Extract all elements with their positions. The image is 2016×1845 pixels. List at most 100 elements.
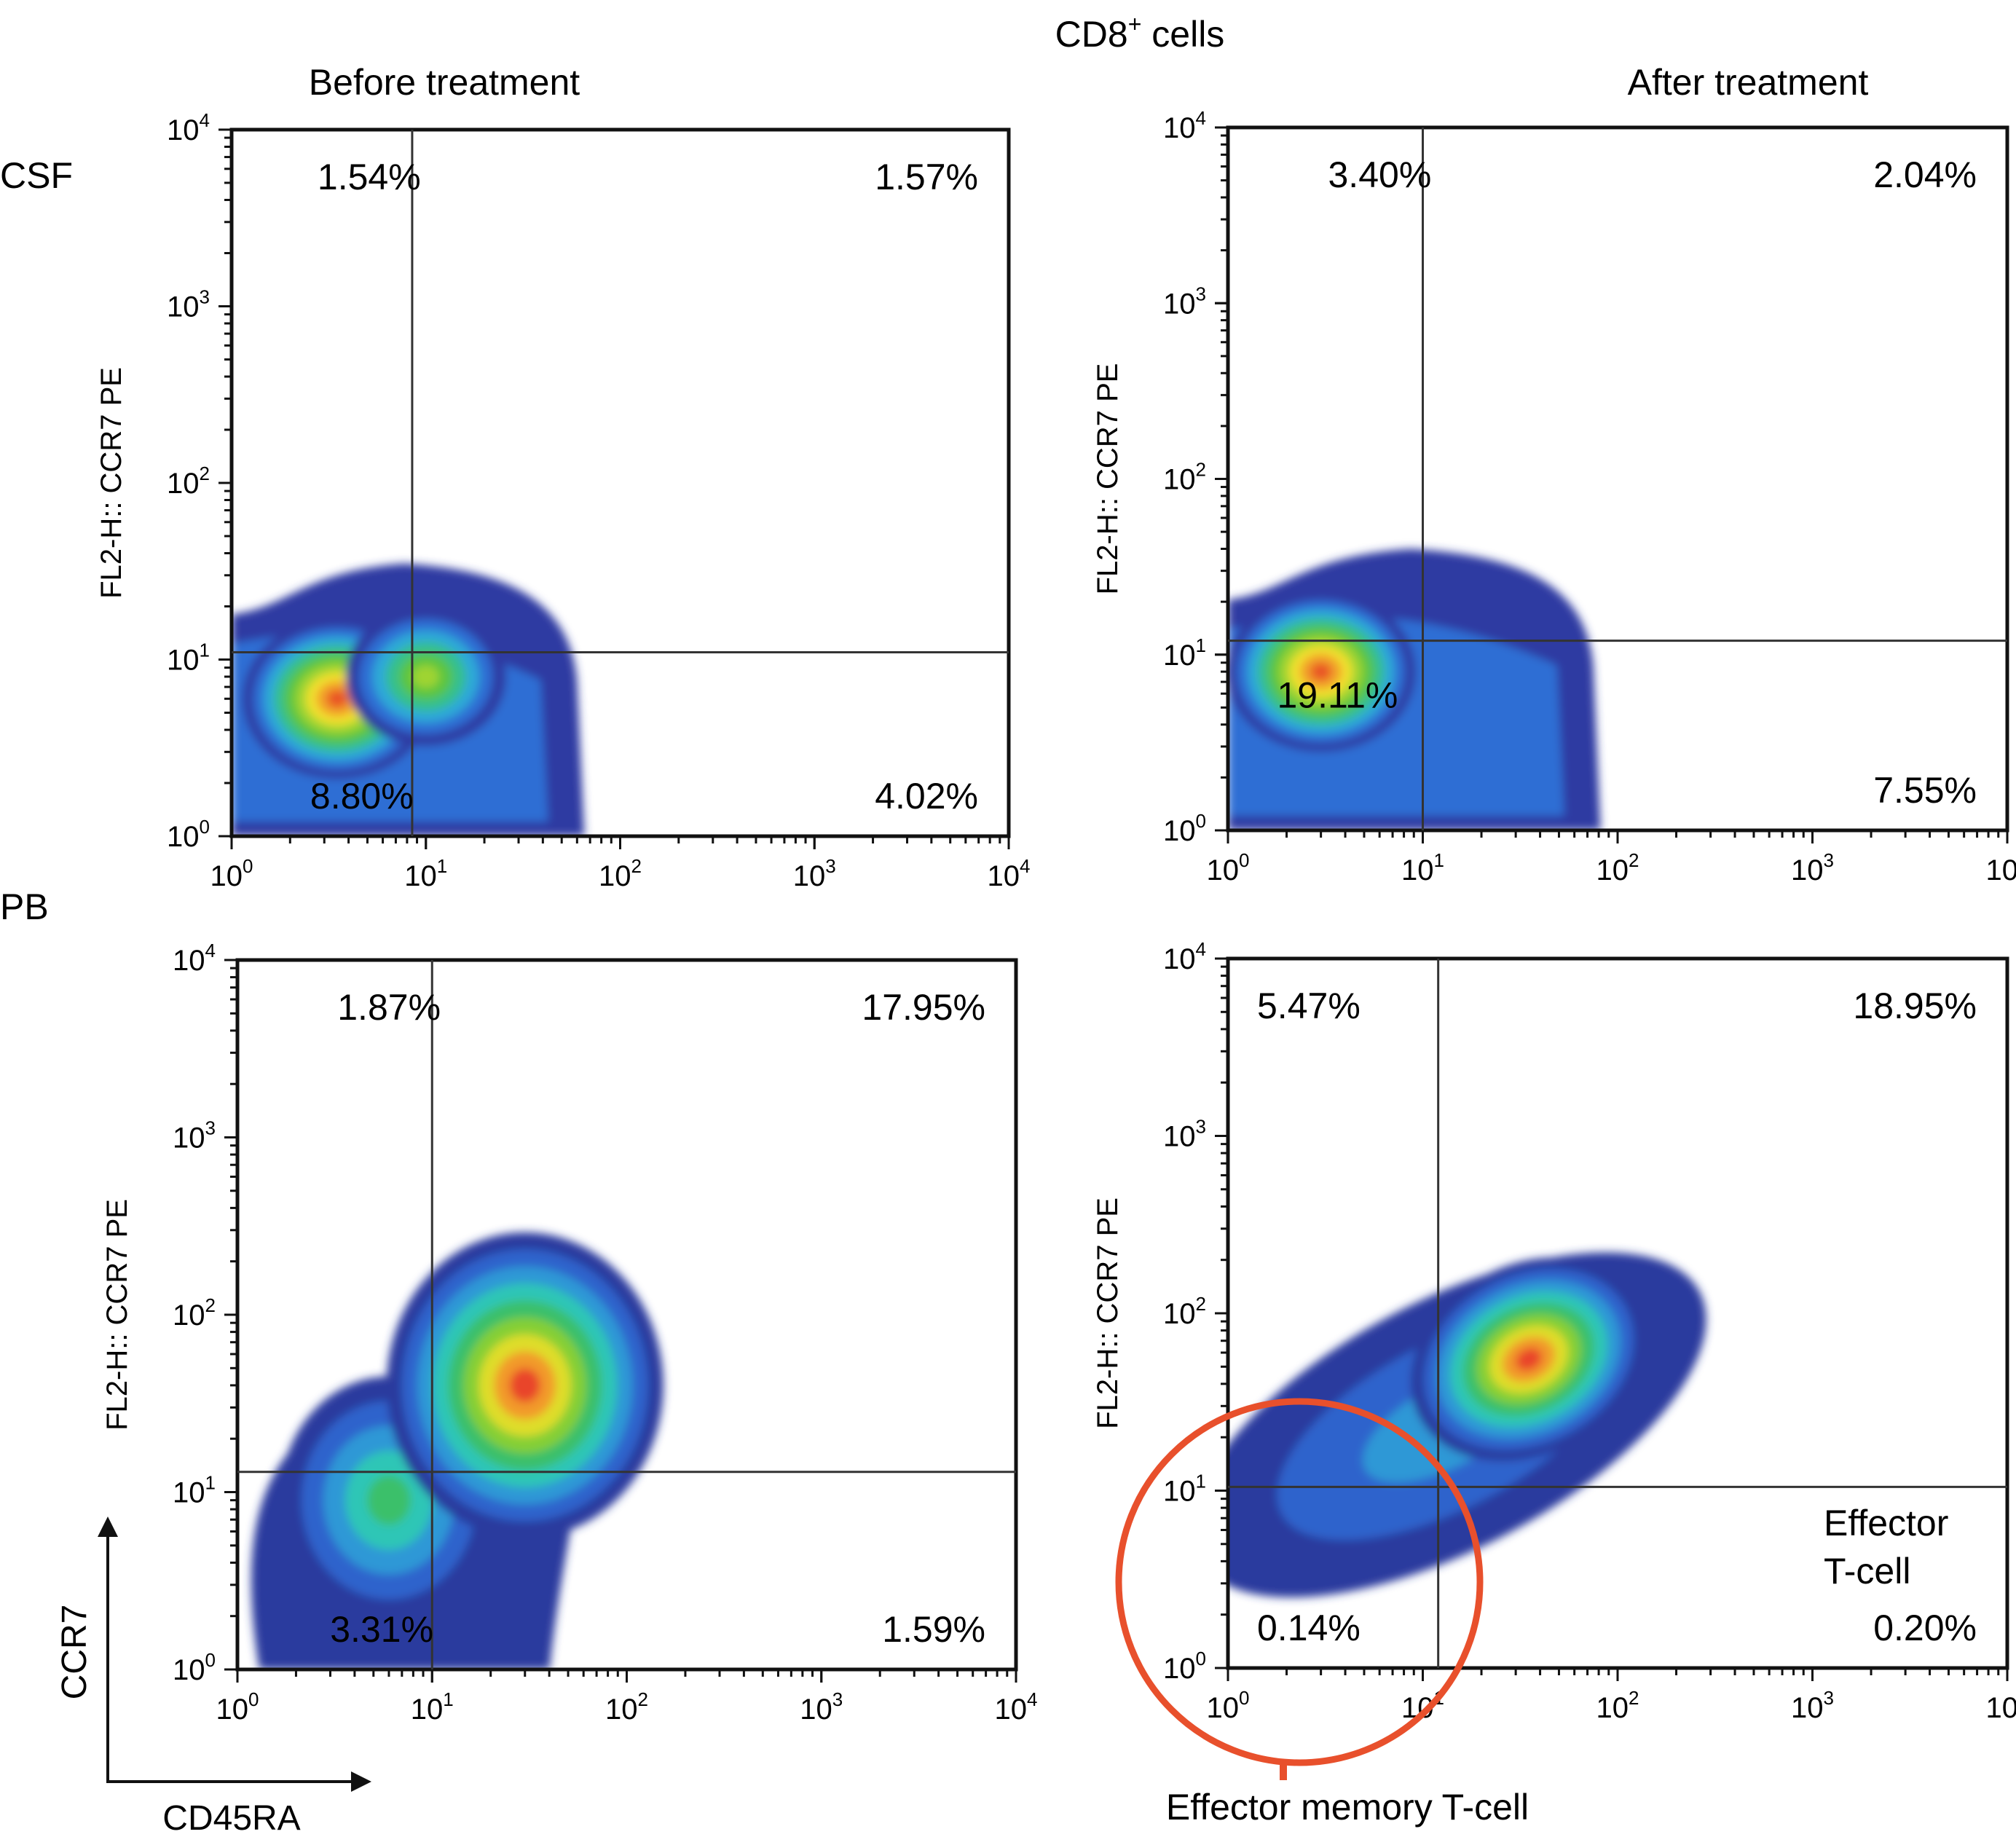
y-tick-label: 102 (167, 463, 210, 500)
y-tick-label: 104 (1163, 938, 1206, 975)
y-tick-label: 101 (1163, 634, 1206, 672)
y-tick-label: 104 (167, 109, 210, 146)
x-tick-label: 103 (793, 855, 836, 892)
y-axis-label: FL2-H:: CCR7 PE (1092, 363, 1124, 595)
effector-label-line1: Effector (1824, 1503, 1948, 1543)
y-tick-label: 103 (167, 286, 210, 323)
figure-title: CD8+ cells (1055, 11, 1225, 55)
x-tick-label: 101 (411, 1688, 454, 1726)
y-tick-label: 103 (1163, 1116, 1206, 1153)
quadrant-lower-left: 3.31% (330, 1609, 433, 1650)
axis-legend-y-label: CCR7 (55, 1605, 94, 1700)
y-tick-label: 100 (1163, 810, 1206, 847)
x-tick-label: 102 (605, 1688, 648, 1726)
x-tick-label: 100 (210, 855, 253, 892)
x-tick-label: 104 (988, 855, 1031, 892)
row-label-pb: PB (0, 886, 49, 927)
axis-legend-x-label: CD45RA (162, 1799, 300, 1838)
quadrant-lower-right: 1.59% (882, 1609, 985, 1650)
y-tick-label: 101 (1163, 1471, 1206, 1508)
column-label-before: Before treatment (309, 62, 580, 103)
quadrant-upper-left: 5.47% (1257, 986, 1361, 1026)
x-tick-label: 103 (1791, 849, 1834, 886)
axis-legend-y-arrowhead (98, 1516, 118, 1537)
y-tick-label: 102 (1163, 1293, 1206, 1330)
y-tick-label: 103 (173, 1117, 216, 1154)
density-peak-2-level-5 (366, 1475, 411, 1525)
effector-memory-annotation: Effector memory T-cell (1115, 1398, 1529, 1828)
y-tick-label: 102 (1163, 459, 1206, 496)
effector-memory-label: Effector memory T-cell (1166, 1787, 1529, 1828)
quadrant-upper-right: 18.95% (1853, 986, 1977, 1026)
density-peak-2-level-6 (412, 665, 440, 688)
x-tick-label: 104 (995, 1688, 1038, 1726)
y-axis-label: FL2-H:: CCR7 PE (101, 1199, 133, 1431)
density-plot (251, 1232, 664, 1669)
quadrant-lower-left: 8.80% (310, 776, 414, 817)
axis-legend: CCR7 CD45RA (55, 1516, 371, 1838)
y-tick-label: 100 (167, 816, 210, 853)
density-peak-1-level-9 (509, 1368, 540, 1403)
row-label-csf: CSF (0, 155, 73, 196)
axis-legend-x-arrowhead (351, 1771, 371, 1792)
y-tick-label: 101 (173, 1472, 216, 1509)
quadrant-upper-left: 1.87% (337, 987, 441, 1028)
y-tick-label: 104 (173, 940, 216, 977)
effector-annotation: Effector T-cell (1824, 1503, 1948, 1592)
x-tick-label: 101 (1401, 849, 1444, 886)
ticks (1215, 126, 2009, 843)
quadrant-lower-right: 4.02% (875, 776, 978, 817)
quadrant-labels: 1.87% 17.95% 3.31% 1.59% (330, 987, 985, 1650)
quadrant-labels: 5.47% 18.95% 0.14% 0.20% (1257, 986, 1977, 1648)
x-tick-label: 102 (599, 855, 642, 892)
x-tick-label: 104 (1986, 1687, 2016, 1724)
quadrant-lower-left: 19.11% (1277, 674, 1398, 715)
quadrant-upper-right: 2.04% (1873, 154, 1977, 195)
column-label-after: After treatment (1628, 62, 1869, 103)
density-peak-1-level-9 (1516, 1348, 1543, 1371)
x-tick-label: 103 (800, 1688, 843, 1726)
density-plot (232, 563, 585, 836)
ticks (218, 128, 1010, 849)
y-tick-label: 100 (1163, 1648, 1206, 1685)
x-tick-label: 102 (1596, 849, 1639, 886)
x-tick-label: 100 (216, 1688, 259, 1726)
quadrant-lower-right: 0.20% (1873, 1608, 1977, 1648)
y-tick-label: 100 (173, 1649, 216, 1686)
density-plot (1228, 1252, 1706, 1597)
x-tick-label: 100 (1207, 849, 1250, 886)
quadrant-lower-left: 0.14% (1257, 1608, 1361, 1648)
x-tick-label: 104 (1986, 849, 2016, 886)
x-tick-label: 103 (1791, 1687, 1834, 1724)
ticks (1215, 957, 2009, 1681)
x-tick-label: 101 (1401, 1687, 1444, 1724)
quadrant-upper-left: 1.54% (318, 157, 421, 197)
y-axis-label: FL2-H:: CCR7 PE (95, 367, 127, 599)
effector-memory-circle (1115, 1398, 1484, 1766)
y-axis-label: FL2-H:: CCR7 PE (1092, 1197, 1124, 1429)
y-tick-label: 103 (1163, 283, 1206, 320)
quadrant-labels: 3.40% 2.04% 19.11% 7.55% (1277, 154, 1977, 811)
quadrant-lower-right: 7.55% (1873, 770, 1977, 811)
density-peak-1-level-9 (326, 690, 348, 708)
quadrant-upper-right: 17.95% (862, 987, 985, 1028)
quadrant-labels: 1.54% 1.57% 8.80% 4.02% (310, 157, 978, 817)
quadrant-upper-left: 3.40% (1328, 154, 1432, 195)
density-peak-1-level-9 (1310, 662, 1332, 681)
y-tick-label: 102 (173, 1294, 216, 1331)
ticks (224, 959, 1017, 1683)
y-tick-label: 104 (1163, 107, 1206, 144)
effector-label-line2: T-cell (1824, 1551, 1910, 1592)
quadrant-upper-right: 1.57% (875, 157, 978, 197)
x-tick-label: 100 (1207, 1687, 1250, 1724)
x-tick-label: 102 (1596, 1687, 1639, 1724)
x-tick-label: 101 (404, 855, 447, 892)
y-tick-label: 101 (167, 640, 210, 677)
